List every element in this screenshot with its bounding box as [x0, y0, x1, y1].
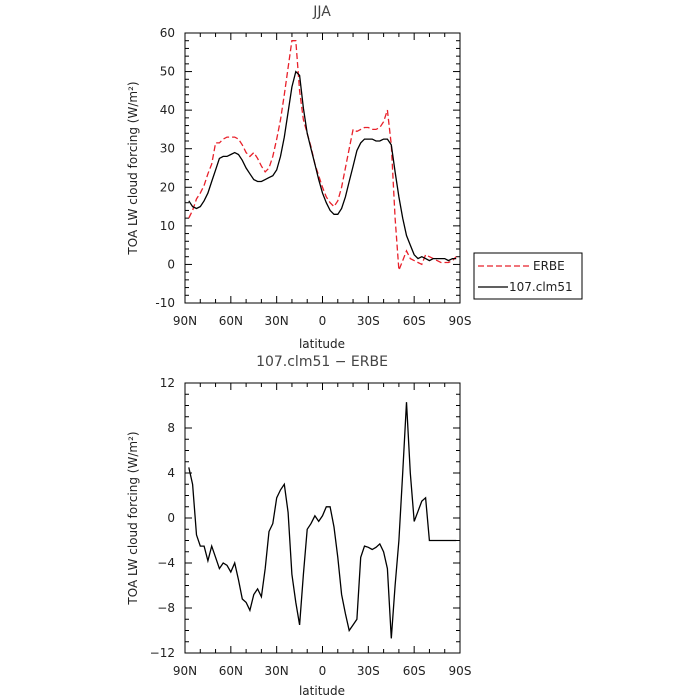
top-y-tick-labels: -10 0 10 20 30 40 50 60	[155, 26, 175, 310]
legend: ERBE 107.clm51	[473, 252, 583, 300]
top-ticks	[184, 32, 461, 304]
series-line-difference	[188, 402, 457, 639]
x-tick-label: 30N	[265, 314, 289, 328]
bottom-x-tick-labels: 90N 60N 30N 0 30S 60S 90S	[173, 664, 472, 678]
x-tick-label: 90N	[173, 314, 197, 328]
x-tick-label: 60N	[219, 314, 243, 328]
y-tick-label: 20	[160, 180, 175, 194]
y-tick-label: -10	[155, 296, 175, 310]
x-tick-label: 30S	[357, 314, 380, 328]
y-tick-label: 50	[160, 65, 175, 79]
legend-label-erbe: ERBE	[533, 259, 565, 273]
series-line-erbe	[188, 40, 457, 271]
y-tick-label: 30	[160, 142, 175, 156]
y-tick-label: 40	[160, 103, 175, 117]
x-tick-label: 30S	[357, 664, 380, 678]
top-chart-title: JJA	[312, 4, 331, 20]
bottom-plot-frame	[184, 382, 461, 654]
x-tick-label: 60S	[403, 664, 426, 678]
y-tick-label: 12	[160, 376, 175, 390]
legend-box	[473, 252, 583, 300]
x-tick-label: 60S	[403, 314, 426, 328]
y-tick-label: 0	[167, 511, 175, 525]
y-tick-label: −4	[157, 556, 175, 570]
y-tick-label: 60	[160, 26, 175, 40]
top-x-axis-label: latitude	[299, 337, 345, 351]
y-tick-label: 0	[167, 257, 175, 271]
legend-label-model: 107.clm51	[509, 280, 573, 294]
y-tick-label: −8	[157, 601, 175, 615]
bottom-y-axis-label: TOA LW cloud forcing (W/m²)	[126, 431, 140, 605]
bottom-series	[188, 402, 457, 639]
y-tick-label: 10	[160, 219, 175, 233]
bottom-x-axis-label: latitude	[299, 684, 345, 698]
x-tick-label: 60N	[219, 664, 243, 678]
y-tick-label: −12	[150, 646, 175, 660]
bottom-y-tick-labels: −12 −8 −4 0 4 8 12	[150, 376, 175, 660]
bottom-panel: 107.clm51 − ERBE 90N 60N 30N 0 30S 60S 90S −12…	[126, 354, 471, 698]
series-line-107-clm51	[188, 70, 457, 262]
x-tick-label: 90N	[173, 664, 197, 678]
y-tick-label: 4	[167, 466, 175, 480]
x-tick-label: 90S	[449, 664, 472, 678]
x-tick-label: 0	[319, 664, 327, 678]
bottom-chart-title: 107.clm51 − ERBE	[256, 354, 388, 370]
x-tick-label: 0	[319, 314, 327, 328]
x-tick-label: 90S	[449, 314, 472, 328]
top-x-tick-labels: 90N 60N 30N 0 30S 60S 90S	[173, 314, 472, 328]
x-tick-label: 30N	[265, 664, 289, 678]
y-tick-label: 8	[167, 421, 175, 435]
bottom-ticks	[184, 382, 461, 654]
top-y-axis-label: TOA LW cloud forcing (W/m²)	[126, 81, 140, 255]
top-series	[188, 40, 457, 271]
top-panel: JJA 90N 60N 30N 0 30S 60S 90S -10 0 10 20 30 40 50 60…	[126, 4, 471, 351]
